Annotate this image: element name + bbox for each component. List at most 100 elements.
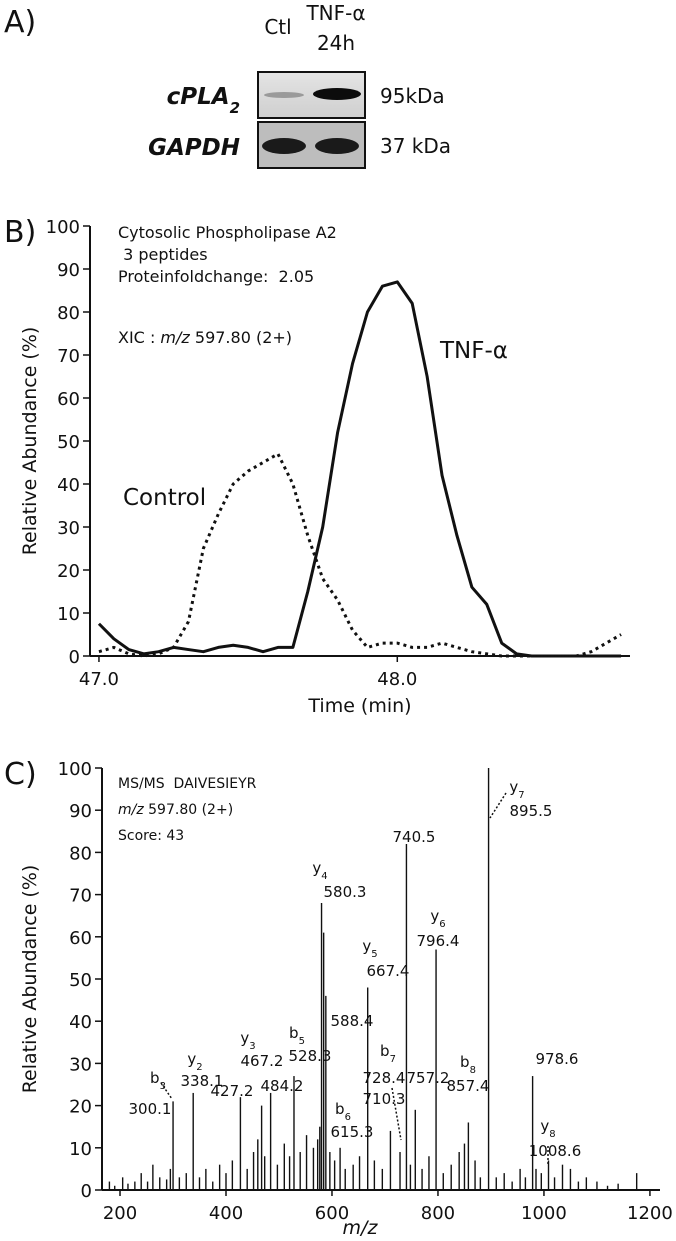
peak-label: 427.2 [211,1082,254,1100]
header-part: 597.80 (2+) [144,802,233,818]
y-tick-label: 10 [57,604,80,625]
y-tick-label: 70 [57,346,80,367]
ion-subscript: 3 [160,1081,166,1092]
ion-name: y [430,907,439,925]
peak-label: 978.6 [536,1050,579,1068]
y-tick-label: 50 [57,432,80,453]
y-tick-label: 40 [69,1012,92,1033]
mw-label: 95kDa [380,84,445,108]
protein-label: cPLA2 [167,84,240,117]
y-tick-label: 90 [57,260,80,281]
leader [391,1087,402,1141]
ion-subscript: 6 [439,919,445,930]
ion-name: b [150,1069,160,1087]
peak-label: 528.3 [289,1047,332,1065]
annotation-part: XIC : [118,328,160,347]
y-tick-label: 40 [57,475,80,496]
peak-label: 467.2 [241,1052,284,1070]
annotation: Proteinfoldchange: 2.05 [118,267,314,286]
peak-label: 740.5 [393,828,436,846]
protein-subscript: 2 [230,99,240,117]
peak-label: 857.4 [447,1077,490,1095]
y-tick-label: 80 [69,843,92,864]
panel-label: B) [4,215,36,250]
lane-label: Ctl [264,15,291,39]
lane-label: 24h [317,31,355,55]
ion-subscript: 7 [518,790,524,801]
y-tick-label: 30 [69,1054,92,1075]
panel-label: C) [4,757,37,792]
annotation-part: 597.80 (2+) [190,328,292,347]
leader [160,1082,173,1100]
ion-label: y4 [312,859,327,882]
blot-band [264,92,304,98]
ion-label: b5 [289,1024,305,1047]
x-tick-label: 400 [209,1203,243,1224]
x-tick-label: 48.0 [377,669,417,690]
x-tick-label: 47.0 [79,669,119,690]
ion-label: y2 [187,1050,202,1073]
y-tick-label: 100 [46,217,80,238]
y-tick-label: 60 [57,389,80,410]
ion-name: y [312,859,321,877]
ion-name: b [380,1042,390,1060]
peak-label: 728.4 [363,1069,406,1087]
peak-label: 580.3 [324,883,367,901]
lane-label: TNF-α [305,1,365,25]
ion-label: b3 [150,1069,166,1092]
protein-name: cPLA [167,84,230,110]
peak-label: 1008.6 [529,1142,582,1160]
ion-label: b6 [335,1100,351,1123]
header-line: MS/MS DAIVESIEYR [118,776,257,792]
series-label: TNF-α [439,338,508,364]
blot-band [315,138,359,154]
ion-label: b7 [380,1042,396,1065]
protein-label: GAPDH [148,135,240,161]
y-tick-label: 80 [57,303,80,324]
x-tick-label: 1200 [627,1203,673,1224]
ion-label: y7 [509,778,524,801]
series-line [98,452,622,658]
header-line: m/z 597.80 (2+) [118,802,233,818]
y-axis-label: Relative Abundance (%) [19,865,41,1094]
y-tick-label: 10 [69,1139,92,1160]
ion-subscript: 5 [299,1036,305,1047]
peak-label: 667.4 [367,962,410,980]
ion-label: y3 [240,1029,255,1052]
x-tick-label: 200 [103,1203,137,1224]
panel-label: A) [4,5,36,40]
ion-name: y [540,1117,549,1135]
mw-label: 37 kDa [380,134,451,158]
y-tick-label: 0 [69,647,80,668]
leader [489,792,507,819]
ion-label: y5 [362,937,377,960]
peak-label: 338.1 [181,1072,224,1090]
ion-name: y [362,937,371,955]
ion-label: y6 [430,907,445,930]
peak-label: 710.3 [363,1090,406,1108]
y-tick-label: 50 [69,970,92,991]
ion-subscript: 8 [470,1065,476,1076]
ion-subscript: 2 [196,1062,202,1073]
peak-label: 615.3 [331,1123,374,1141]
ion-name: y [240,1029,249,1047]
peak-label: 757.2 [407,1069,450,1087]
y-tick-label: 90 [69,801,92,822]
annotation-part: m/z [160,328,190,347]
ion-name: b [289,1024,299,1042]
y-tick-label: 60 [69,928,92,949]
y-tick-label: 30 [57,518,80,539]
blot-band [262,138,306,154]
y-tick-label: 70 [69,886,92,907]
x-axis-label: Time (min) [307,695,411,717]
peak-label: 300.1 [129,1100,172,1118]
ion-name: y [509,778,518,796]
ion-name: b [335,1100,345,1118]
y-tick-label: 20 [69,1097,92,1118]
ion-subscript: 4 [321,871,327,882]
peak-label: 588.4 [331,1012,374,1030]
ion-label: y8 [540,1117,555,1140]
peak-label: 895.5 [510,802,553,820]
x-tick-label: 1000 [521,1203,567,1224]
